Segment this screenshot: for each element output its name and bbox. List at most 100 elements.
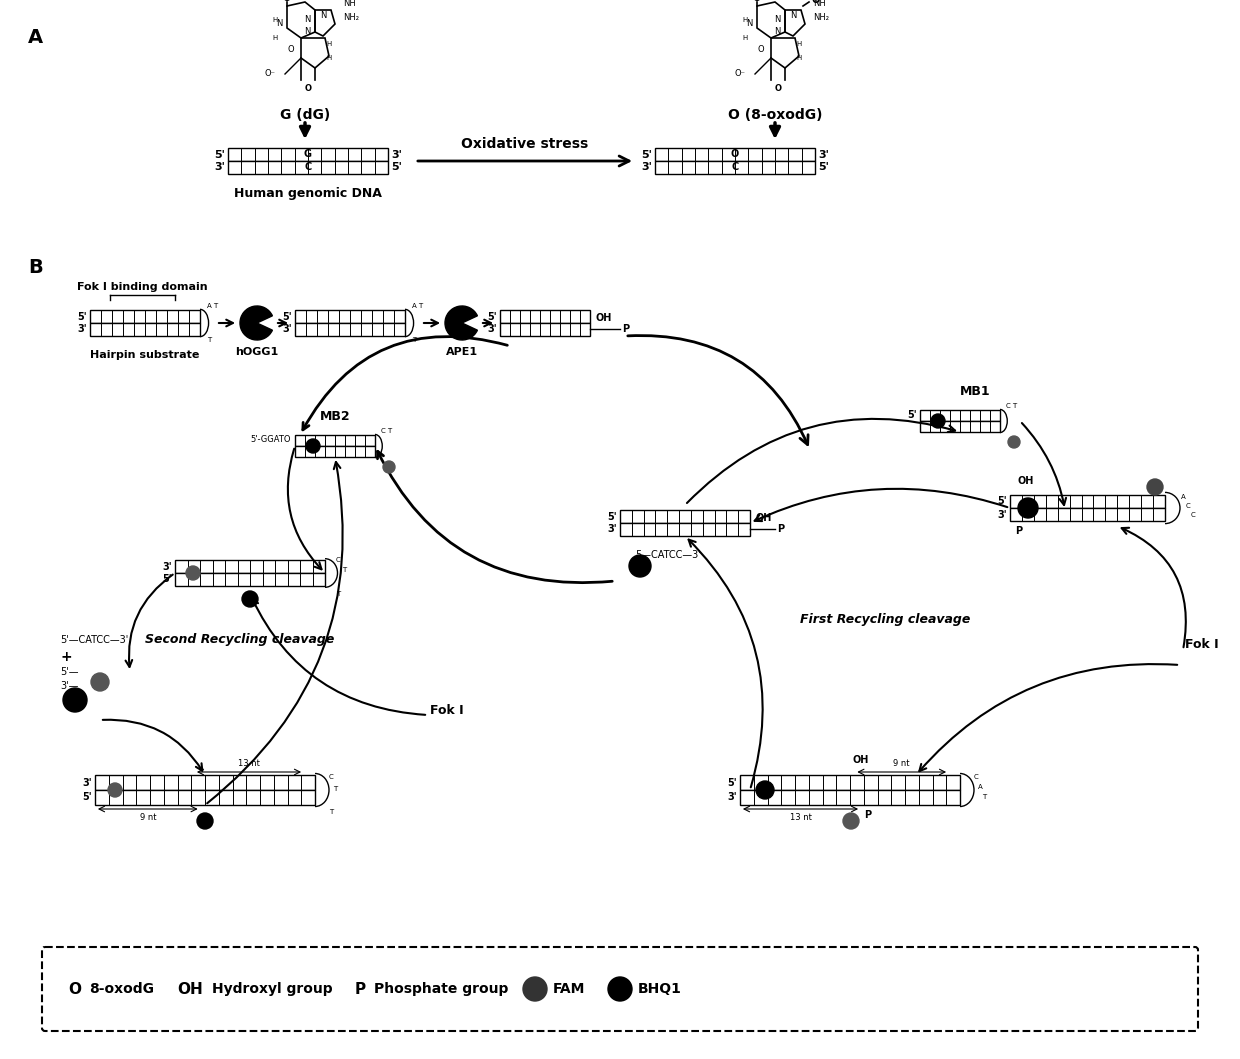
Text: C: C [732, 162, 739, 172]
Circle shape [629, 555, 651, 577]
Text: 5': 5' [728, 777, 737, 788]
Text: 5': 5' [162, 574, 172, 585]
Text: 3': 3' [487, 324, 497, 335]
Text: A: A [412, 303, 417, 309]
Bar [91, 310, 200, 323]
Text: O: O [811, 0, 820, 5]
Circle shape [931, 414, 945, 428]
Text: 9 nt: 9 nt [894, 759, 910, 768]
Text: NH₂: NH₂ [813, 14, 830, 22]
Text: C: C [329, 774, 334, 780]
Text: O: O [305, 84, 311, 93]
Bar [1011, 495, 1166, 508]
Text: hOGG1: hOGG1 [236, 347, 279, 357]
Text: O⁻: O⁻ [264, 70, 275, 78]
Text: MB1: MB1 [960, 385, 991, 398]
Bar [295, 310, 405, 323]
Text: N: N [304, 16, 310, 24]
Circle shape [843, 813, 859, 829]
Text: T: T [207, 337, 211, 343]
Text: H: H [796, 55, 801, 61]
Text: 3': 3' [997, 509, 1007, 520]
Text: 3': 3' [162, 561, 172, 572]
Bar [620, 510, 750, 523]
Bar [740, 790, 960, 805]
Text: N: N [320, 12, 326, 20]
Text: OH: OH [1018, 475, 1034, 486]
Text: OH: OH [853, 755, 869, 765]
Text: 5—CATCC—3': 5—CATCC—3' [635, 550, 701, 560]
Text: 9 nt: 9 nt [140, 813, 156, 822]
Text: O: O [775, 84, 781, 93]
Bar [91, 323, 200, 336]
Text: H: H [273, 35, 278, 41]
Bar [500, 323, 590, 336]
Bar [655, 148, 815, 161]
Text: P: P [622, 324, 629, 334]
Text: T: T [387, 428, 391, 434]
Circle shape [108, 783, 122, 797]
Text: 5': 5' [908, 411, 918, 420]
Text: Hydroxyl group: Hydroxyl group [212, 982, 332, 997]
Text: A: A [1180, 493, 1185, 500]
Text: C: C [1185, 503, 1190, 509]
Circle shape [91, 674, 109, 692]
Text: BHQ1: BHQ1 [639, 982, 682, 997]
Text: P: P [777, 524, 784, 534]
Text: O: O [68, 982, 82, 997]
Text: O: O [730, 149, 739, 159]
Text: 3': 3' [391, 149, 402, 160]
Text: C: C [1006, 403, 1011, 409]
Text: G (dG): G (dG) [280, 108, 330, 122]
Text: C: C [1190, 511, 1195, 518]
Text: H: H [273, 17, 278, 23]
Text: T: T [412, 337, 417, 343]
Bar [95, 775, 315, 790]
Text: C: C [973, 774, 978, 780]
Text: H: H [326, 55, 331, 61]
Bar [920, 421, 999, 432]
Text: OH: OH [177, 982, 203, 997]
Text: H: H [326, 41, 331, 47]
Bar [95, 790, 315, 805]
Bar [620, 523, 750, 536]
Text: MB2: MB2 [320, 410, 351, 423]
Text: 8-oxodG: 8-oxodG [89, 982, 154, 997]
Text: O: O [758, 46, 764, 54]
Circle shape [383, 461, 396, 473]
Text: 5': 5' [997, 497, 1007, 506]
Circle shape [1018, 498, 1038, 518]
Text: 3': 3' [82, 777, 92, 788]
Text: APE1: APE1 [446, 347, 479, 357]
Text: FAM: FAM [553, 982, 585, 997]
Text: O⁻: O⁻ [734, 70, 745, 78]
Wedge shape [241, 306, 273, 340]
Text: 3': 3' [77, 324, 87, 335]
Text: Phosphate group: Phosphate group [374, 982, 508, 997]
Text: 5': 5' [215, 149, 224, 160]
Bar [740, 775, 960, 790]
Text: 3': 3' [608, 524, 618, 535]
Circle shape [242, 591, 258, 607]
Text: N: N [774, 28, 780, 36]
Text: T: T [336, 591, 340, 597]
Text: 5': 5' [283, 311, 291, 322]
Bar [295, 435, 374, 446]
Circle shape [756, 780, 774, 798]
Text: P: P [1016, 526, 1022, 536]
Bar [920, 410, 999, 421]
Text: 5': 5' [608, 511, 618, 521]
Text: 3': 3' [641, 162, 652, 173]
Bar [655, 161, 815, 174]
Text: T: T [982, 794, 986, 800]
Circle shape [608, 977, 632, 1001]
Circle shape [197, 813, 213, 829]
Text: P: P [864, 810, 872, 820]
Text: 13 nt: 13 nt [790, 813, 811, 822]
FancyBboxPatch shape [42, 947, 1198, 1031]
Text: 5': 5' [77, 311, 87, 322]
Text: B: B [29, 258, 42, 277]
Bar [295, 446, 374, 457]
Text: N: N [275, 19, 283, 29]
Text: NH: NH [813, 0, 826, 8]
